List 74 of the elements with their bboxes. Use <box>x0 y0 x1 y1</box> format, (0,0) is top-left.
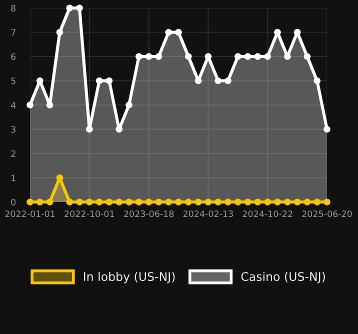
point <box>264 198 271 206</box>
point <box>96 198 103 206</box>
point <box>284 53 291 60</box>
point <box>214 198 222 206</box>
point <box>46 198 54 206</box>
point <box>66 4 73 12</box>
point <box>165 198 172 206</box>
point <box>145 53 152 60</box>
point <box>106 77 113 84</box>
point <box>46 102 54 108</box>
y-tick-label: 7 <box>11 29 16 36</box>
point <box>234 53 242 60</box>
point <box>294 198 301 206</box>
point <box>304 198 311 206</box>
point <box>136 198 142 206</box>
y-tick-label: 0 <box>11 198 16 206</box>
point <box>254 198 262 206</box>
point <box>185 198 192 206</box>
point <box>175 28 182 36</box>
point <box>26 102 34 108</box>
point <box>165 28 172 36</box>
point <box>254 53 262 60</box>
x-tick-label: 2023-06-18 <box>124 210 174 218</box>
point <box>116 198 122 206</box>
point <box>314 77 320 84</box>
point <box>155 53 162 60</box>
point <box>145 198 152 206</box>
point <box>136 53 142 60</box>
y-tick-label: 2 <box>11 150 16 157</box>
point <box>214 77 222 84</box>
point <box>244 198 252 206</box>
point <box>175 198 182 206</box>
point <box>86 198 93 206</box>
point <box>185 53 192 60</box>
point <box>26 198 34 206</box>
x-tick-label: 2025-06-20 <box>302 210 352 218</box>
point <box>76 198 83 206</box>
x-tick-label: 2022-01-01 <box>5 210 55 218</box>
x-tick-label: 2022-10-01 <box>64 210 114 218</box>
point <box>76 4 83 12</box>
y-tick-label: 5 <box>11 78 16 84</box>
point <box>304 53 311 60</box>
point <box>234 198 242 206</box>
legend-label: In lobby (US-NJ) <box>84 272 175 284</box>
y-tick-label: 3 <box>11 126 16 133</box>
point <box>284 198 291 206</box>
point <box>314 198 320 206</box>
y-tick-label: 6 <box>11 53 16 60</box>
point <box>324 126 330 133</box>
point <box>224 198 232 206</box>
point <box>66 198 73 206</box>
point <box>126 102 132 108</box>
point <box>274 198 281 206</box>
legend-label: Casino (US-NJ) <box>241 272 325 284</box>
point <box>155 198 162 206</box>
y-tick-label: 8 <box>11 4 16 12</box>
point <box>204 53 212 60</box>
point <box>116 126 122 133</box>
point <box>86 126 93 133</box>
y-tick-label: 1 <box>12 174 16 182</box>
x-tick-label: 2024-10-22 <box>242 210 292 218</box>
point <box>126 198 132 206</box>
point <box>324 198 330 206</box>
point <box>106 198 113 206</box>
y-tick-label: 4 <box>10 102 16 108</box>
point <box>244 53 252 60</box>
point <box>224 77 232 84</box>
point <box>194 198 202 206</box>
point <box>204 198 212 206</box>
point <box>264 53 271 60</box>
point <box>36 198 44 206</box>
x-tick-label: 2024-02-13 <box>183 210 233 218</box>
point <box>56 28 64 36</box>
point <box>96 77 103 84</box>
